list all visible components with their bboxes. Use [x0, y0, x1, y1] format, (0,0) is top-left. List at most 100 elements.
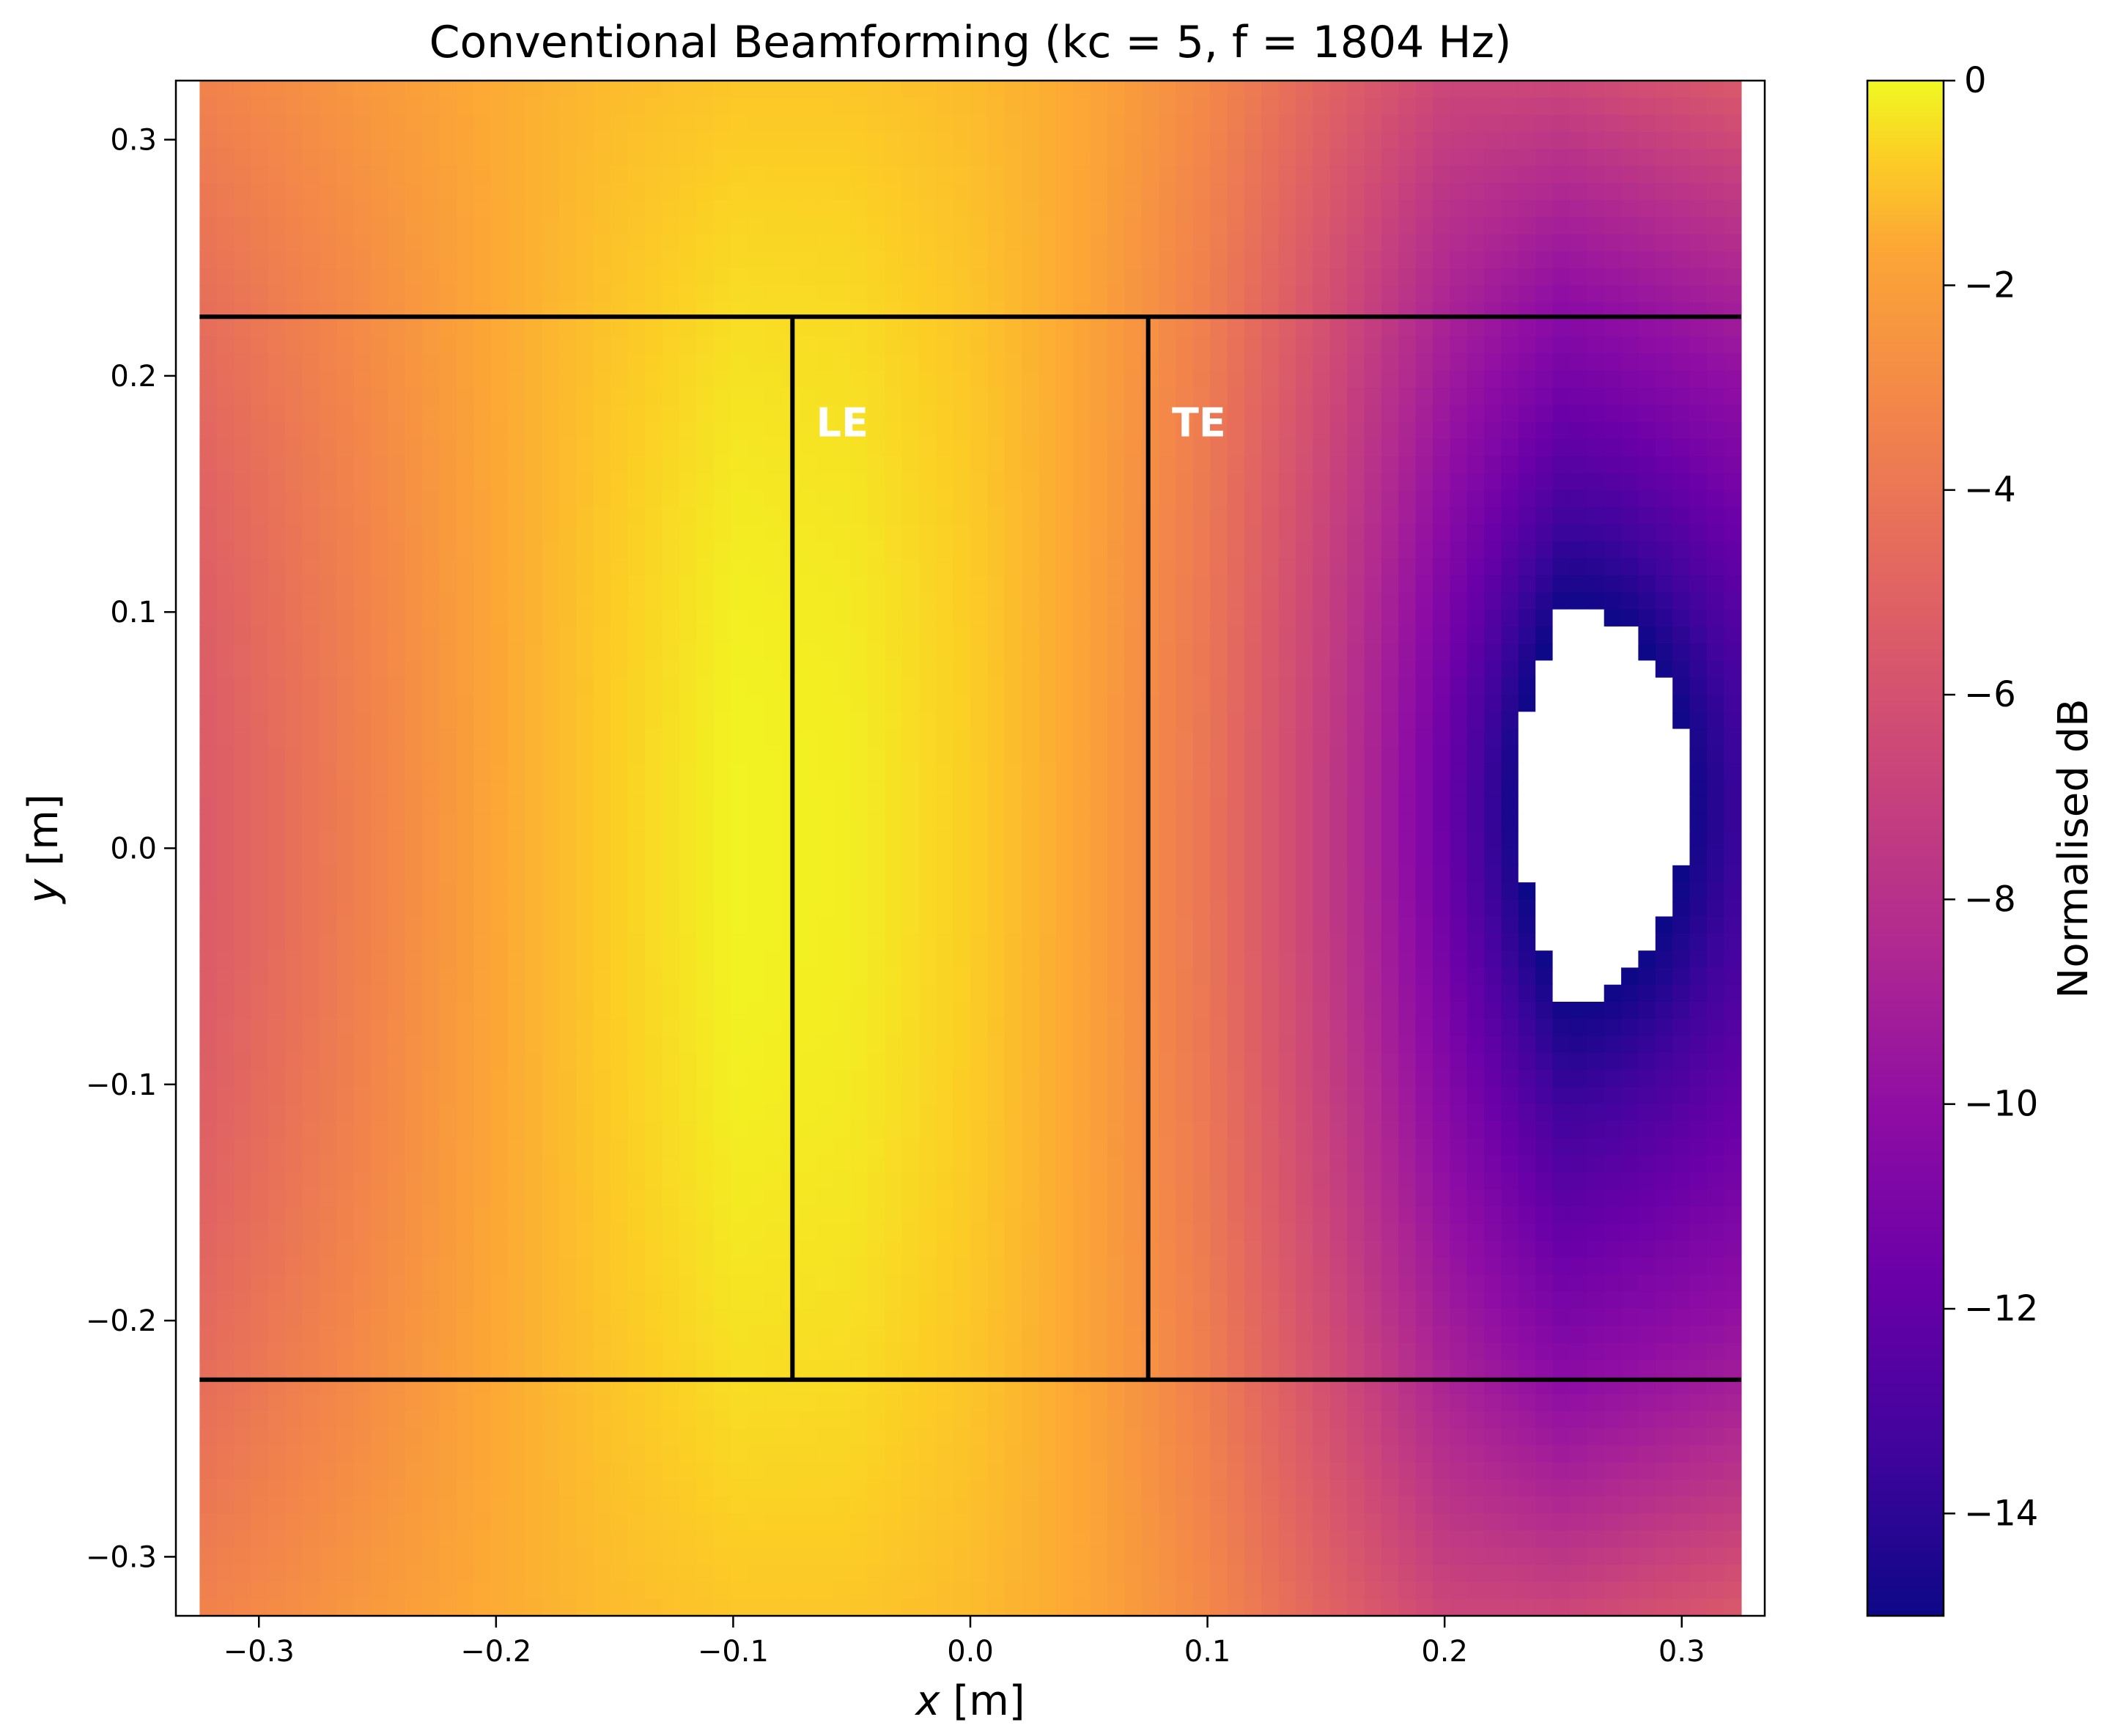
- heat-cell: [1244, 149, 1263, 167]
- heat-cell: [1364, 728, 1382, 747]
- heat-cell: [1621, 558, 1639, 576]
- heat-cell: [1466, 882, 1485, 901]
- heat-cell: [371, 780, 389, 798]
- heat-cell: [901, 780, 920, 798]
- heat-cell: [1672, 166, 1691, 184]
- heat-cell: [1090, 285, 1108, 303]
- heat-cell: [1381, 182, 1400, 201]
- heat-cell: [525, 797, 543, 815]
- heat-cell: [1244, 506, 1263, 525]
- heat-cell: [1466, 609, 1485, 627]
- heat-cell: [267, 899, 286, 917]
- heat-cell: [508, 558, 526, 576]
- heat-cell: [713, 848, 731, 866]
- heat-cell: [1278, 831, 1296, 849]
- heat-cell: [593, 575, 612, 594]
- heat-cell: [439, 541, 457, 559]
- heat-cell: [199, 1019, 218, 1037]
- heat-cell: [696, 166, 715, 184]
- heat-cell: [1261, 97, 1280, 116]
- heat-cell: [1724, 865, 1742, 883]
- heat-cell: [525, 933, 543, 951]
- heat-cell: [679, 149, 697, 167]
- heat-cell: [850, 353, 868, 372]
- heat-cell: [456, 285, 475, 303]
- heat-cell: [456, 695, 475, 713]
- heat-cell: [1210, 234, 1228, 252]
- heat-cell: [1192, 541, 1211, 559]
- heat-cell: [1655, 626, 1673, 644]
- heat-cell: [1518, 677, 1536, 695]
- heat-cell: [1433, 933, 1451, 951]
- heat-cell: [645, 967, 663, 986]
- heat-cell: [405, 234, 423, 252]
- heat-cell: [1638, 421, 1656, 440]
- heat-cell: [1689, 609, 1708, 627]
- heat-cell: [1415, 131, 1433, 149]
- heat-cell: [1450, 336, 1468, 355]
- heat-cell: [353, 438, 372, 457]
- heat-cell: [918, 660, 937, 679]
- heat-cell: [490, 899, 509, 917]
- heat-cell: [1535, 865, 1554, 883]
- heat-cell: [1038, 473, 1057, 491]
- heat-cell: [1569, 899, 1588, 917]
- heat-cell: [1398, 643, 1417, 662]
- heat-cell: [799, 1019, 817, 1037]
- heat-cell: [1364, 763, 1382, 781]
- heat-cell: [713, 677, 731, 695]
- heat-cell: [1347, 456, 1365, 474]
- heat-cell: [234, 285, 252, 303]
- heat-cell: [1655, 81, 1673, 99]
- heat-cell: [456, 166, 475, 184]
- heat-cell: [610, 81, 629, 99]
- heat-cell: [1124, 1002, 1143, 1020]
- heat-cell: [1055, 456, 1074, 474]
- heat-cell: [1638, 81, 1656, 99]
- heat-cell: [1638, 199, 1656, 218]
- heat-cell: [1004, 336, 1022, 355]
- heat-cell: [199, 131, 218, 149]
- heat-cell: [267, 677, 286, 695]
- heat-cell: [1484, 506, 1502, 525]
- heat-cell: [593, 609, 612, 627]
- heat-cell: [867, 677, 885, 695]
- heat-cell: [1313, 797, 1331, 815]
- heat-cell: [1278, 131, 1296, 149]
- heat-cell: [730, 1019, 748, 1037]
- heat-cell: [713, 473, 731, 491]
- heat-cell: [1364, 899, 1382, 917]
- heat-cell: [953, 967, 971, 986]
- heat-cell: [799, 695, 817, 713]
- heat-cell: [302, 592, 320, 610]
- heat-cell: [970, 899, 989, 917]
- heat-cell: [901, 763, 920, 781]
- heat-cell: [1022, 813, 1040, 832]
- heat-cell: [456, 728, 475, 747]
- heat-cell: [525, 473, 543, 491]
- heat-cell: [1055, 506, 1074, 525]
- heat-cell: [850, 199, 868, 218]
- heat-cell: [679, 677, 697, 695]
- heat-cell: [1159, 149, 1177, 167]
- heat-cell: [422, 370, 440, 388]
- heat-cell: [216, 626, 235, 644]
- heat-cell: [439, 575, 457, 594]
- heat-cell: [1466, 97, 1485, 116]
- heat-cell: [799, 831, 817, 849]
- heat-cell: [1141, 592, 1159, 610]
- heat-cell: [1192, 592, 1211, 610]
- heat-cell: [610, 695, 629, 713]
- heat-cell: [1124, 899, 1143, 917]
- heat-cell: [1381, 149, 1400, 167]
- heat-cell: [987, 831, 1005, 849]
- heat-cell: [1484, 336, 1502, 355]
- heat-cell: [199, 660, 218, 679]
- heat-cell: [1296, 149, 1314, 167]
- heat-cell: [388, 131, 406, 149]
- heat-cell: [1433, 421, 1451, 440]
- heat-cell: [1159, 388, 1177, 406]
- heat-cell: [1569, 285, 1588, 303]
- heat-cell: [405, 114, 423, 133]
- heat-cell: [302, 166, 320, 184]
